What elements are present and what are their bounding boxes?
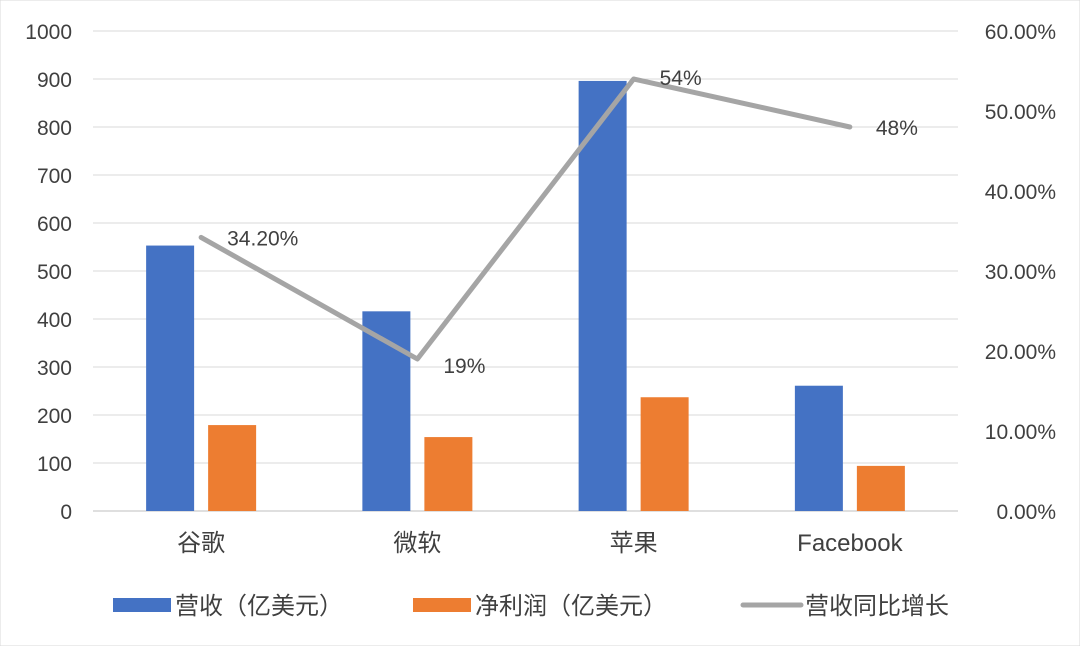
growth-data-label: 48%	[876, 117, 918, 140]
revenue-bar	[146, 246, 194, 511]
legend-label: 净利润（亿美元）	[475, 593, 667, 620]
left-tick-label: 600	[37, 213, 72, 236]
left-tick-label: 200	[37, 405, 72, 428]
legend-swatch	[413, 598, 471, 612]
profit-bar	[857, 466, 905, 511]
left-tick-label: 500	[37, 261, 72, 284]
right-tick-label: 30.00%	[985, 261, 1056, 284]
right-tick-label: 10.00%	[985, 421, 1056, 444]
left-tick-label: 900	[37, 69, 72, 92]
left-tick-label: 0	[60, 501, 72, 524]
legend-swatch	[113, 598, 171, 612]
category-label: 谷歌	[177, 530, 225, 557]
right-tick-label: 20.00%	[985, 341, 1056, 364]
left-tick-label: 1000	[25, 21, 72, 44]
profit-bar	[208, 425, 256, 511]
revenue-bar	[579, 81, 627, 511]
left-tick-label: 100	[37, 453, 72, 476]
right-tick-label: 50.00%	[985, 101, 1056, 124]
right-tick-label: 0.00%	[996, 501, 1056, 524]
category-label: Facebook	[797, 530, 903, 557]
legend-label: 营收同比增长	[805, 593, 949, 620]
left-tick-label: 300	[37, 357, 72, 380]
legend: 营收（亿美元） 净利润（亿美元） 营收同比增长	[113, 593, 949, 620]
category-label: 微软	[393, 530, 441, 557]
left-tick-label: 400	[37, 309, 72, 332]
right-tick-label: 40.00%	[985, 181, 1056, 204]
left-tick-label: 700	[37, 165, 72, 188]
legend-label: 营收（亿美元）	[175, 593, 343, 620]
revenue-bar	[795, 386, 843, 511]
category-label: 苹果	[610, 530, 658, 557]
growth-data-label: 19%	[443, 355, 485, 378]
profit-bar	[424, 437, 472, 511]
profit-bar	[641, 397, 689, 511]
right-tick-label: 60.00%	[985, 21, 1056, 44]
growth-data-label: 54%	[660, 67, 702, 90]
growth-data-label: 34.20%	[227, 227, 298, 250]
left-tick-label: 800	[37, 117, 72, 140]
